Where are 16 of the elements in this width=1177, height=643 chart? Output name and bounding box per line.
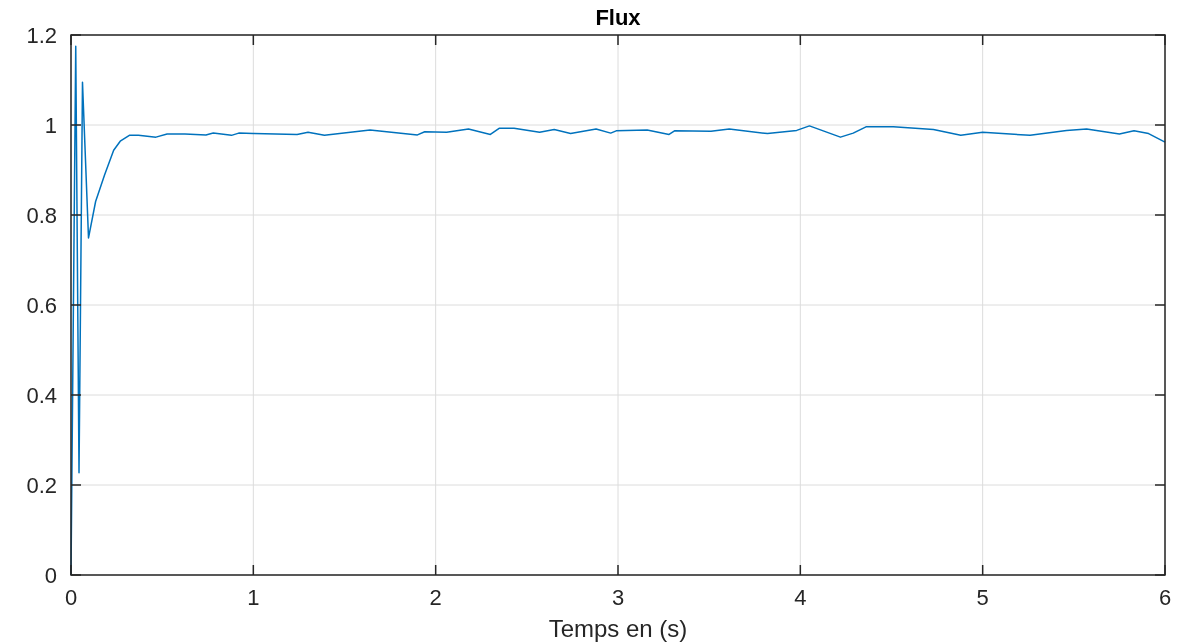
x-tick-label: 4 <box>794 585 807 610</box>
x-tick-label: 2 <box>429 585 442 610</box>
x-tick-label: 3 <box>611 585 625 610</box>
y-tick-label: 0.2 <box>26 473 57 498</box>
x-tick-label: 1 <box>247 585 260 610</box>
y-tick-label: 0.4 <box>26 383 57 408</box>
x-tick-label: 5 <box>976 585 989 610</box>
x-axis-title: Temps en (s) <box>548 615 688 642</box>
y-tick-label: 0.8 <box>26 203 57 228</box>
x-tick-label: 0 <box>64 585 78 610</box>
x-tick-label: 6 <box>1158 585 1172 610</box>
chart-title: Flux <box>595 5 642 30</box>
y-tick-label: 1.2 <box>26 23 57 48</box>
y-tick-label: 0 <box>44 563 57 588</box>
y-tick-label: 0.6 <box>26 293 57 318</box>
y-tick-label: 1 <box>44 113 57 138</box>
